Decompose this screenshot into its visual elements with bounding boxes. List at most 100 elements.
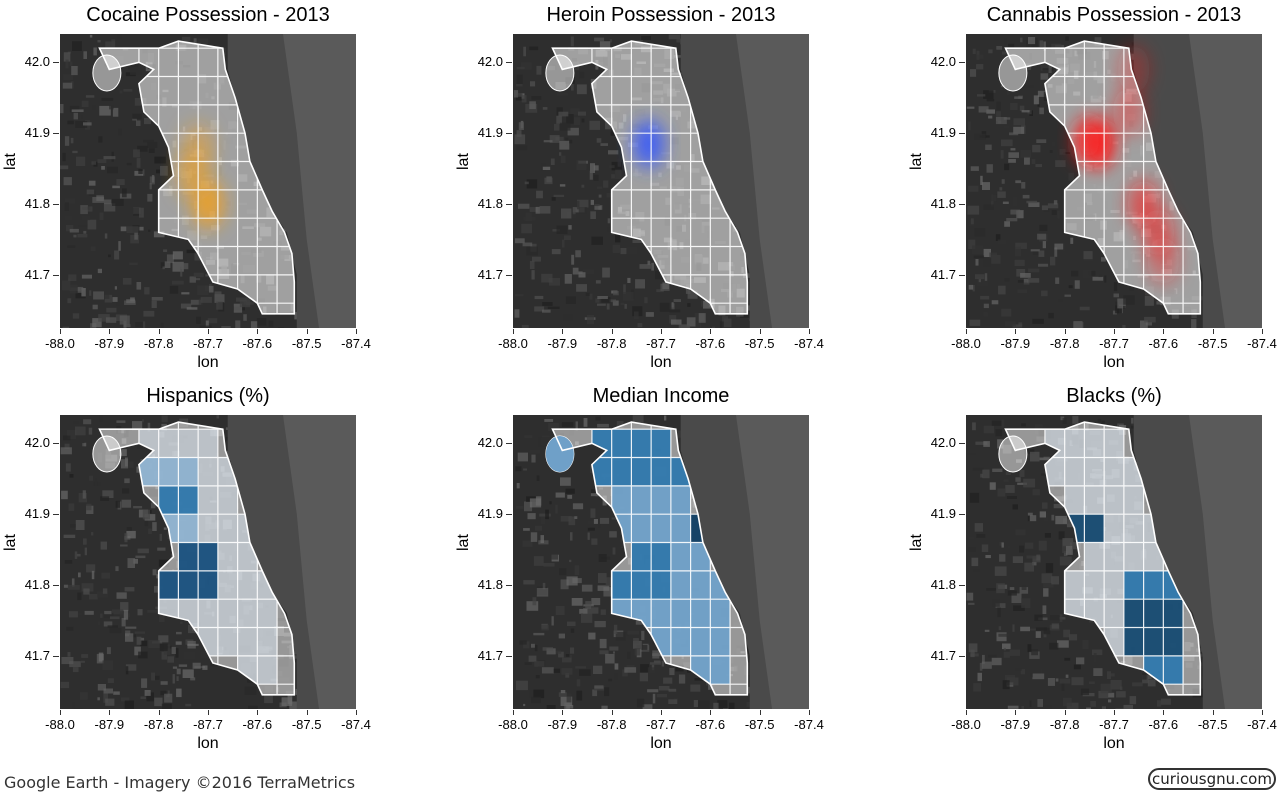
panel-title: Heroin Possession - 2013 xyxy=(546,4,776,26)
district-cell xyxy=(198,485,218,515)
y-tick-mark xyxy=(959,514,965,516)
imagery-attribution: Google Earth - Imagery ©2016 TerraMetric… xyxy=(4,773,356,792)
x-tick-label: -87.9 xyxy=(547,717,578,732)
x-tick-mark xyxy=(257,329,259,334)
satellite-map xyxy=(513,34,809,328)
ohare-area xyxy=(998,54,1028,92)
district-cell xyxy=(710,599,730,628)
x-tick-label: -88.0 xyxy=(45,717,75,732)
y-tick-mark xyxy=(506,62,512,64)
satellite-map xyxy=(966,415,1262,709)
y-tick-mark xyxy=(53,443,59,445)
district-cell xyxy=(217,570,238,600)
y-tick-label: 42.0 xyxy=(930,54,956,70)
x-tick-mark xyxy=(1015,710,1017,715)
x-tick-label: -87.5 xyxy=(744,336,775,351)
ohare-area xyxy=(92,435,122,473)
city-boundary xyxy=(1004,421,1202,696)
district-cell xyxy=(1064,485,1085,515)
y-tick-label: 41.9 xyxy=(930,506,956,522)
x-tick-label: -87.6 xyxy=(242,336,273,351)
district-cell xyxy=(611,429,632,458)
district-cell xyxy=(1084,514,1105,543)
district-cell xyxy=(1104,457,1124,486)
x-tick-label: -87.6 xyxy=(1148,336,1179,351)
x-tick-label: -88.0 xyxy=(951,336,981,351)
x-tick-label: -87.5 xyxy=(291,336,322,351)
x-tick-label: -87.8 xyxy=(596,717,627,732)
x-tick-mark xyxy=(1212,710,1214,715)
district-cell xyxy=(651,457,671,486)
district-cell xyxy=(690,570,711,600)
x-tick-label: -87.8 xyxy=(1049,717,1080,732)
x-tick-mark xyxy=(1064,329,1066,334)
y-tick-label: 41.8 xyxy=(24,196,50,212)
density-hotspot xyxy=(1112,87,1145,136)
district-cell xyxy=(1143,599,1164,628)
x-tick-label: -88.0 xyxy=(498,336,528,351)
y-axis-label: lat xyxy=(455,153,472,170)
y-axis-label: lat xyxy=(908,153,925,170)
district-cell xyxy=(690,627,711,656)
district-cell xyxy=(670,570,691,600)
district-cell xyxy=(1084,570,1105,600)
district-cell xyxy=(670,514,691,543)
x-tick-label: -87.6 xyxy=(695,336,726,351)
x-tick-mark xyxy=(306,329,308,334)
x-tick-mark xyxy=(1212,329,1214,334)
x-tick-mark xyxy=(1015,329,1017,334)
y-tick-mark xyxy=(53,133,59,135)
district-cell xyxy=(257,627,277,656)
district-cell xyxy=(198,429,218,458)
district-cell xyxy=(1104,599,1124,628)
x-tick-mark xyxy=(208,329,209,334)
y-tick-mark xyxy=(959,133,965,135)
district-cell xyxy=(1163,599,1183,628)
x-tick-mark xyxy=(710,710,712,715)
x-tick-mark xyxy=(562,710,564,715)
satellite-map xyxy=(966,34,1262,328)
district-cell xyxy=(670,627,691,656)
district-cell xyxy=(178,570,199,600)
y-tick-label: 41.9 xyxy=(24,125,50,141)
district-cell xyxy=(198,542,218,571)
map-panel: Heroin Possession - 2013 42.0 41.9 41.8 41.7… xyxy=(453,0,879,380)
district-cell xyxy=(1064,429,1085,458)
site-logo: curiousgnu.com xyxy=(1148,768,1276,790)
x-tick-label: -87.5 xyxy=(1197,336,1228,351)
y-tick-mark xyxy=(959,655,965,657)
map-svg xyxy=(513,34,809,328)
x-tick-label: -87.9 xyxy=(1000,717,1031,732)
y-tick-label: 41.8 xyxy=(24,577,50,593)
x-axis-label: lon xyxy=(197,735,219,752)
x-axis-label: lon xyxy=(650,735,672,752)
x-tick-label: -87.8 xyxy=(143,717,174,732)
district-cell xyxy=(178,429,199,458)
panel-title: Hispanics (%) xyxy=(146,385,270,407)
y-tick-mark xyxy=(506,204,512,206)
district-cell xyxy=(1084,485,1105,515)
map-panel: Blacks (%) 42.0 41.9 41.8 41.7 -88.0 -87.9 -87.… xyxy=(906,381,1280,761)
satellite-map xyxy=(60,34,356,328)
panel-title: Blacks (%) xyxy=(1066,385,1162,407)
y-tick-label: 41.9 xyxy=(477,506,503,522)
x-tick-label: -87.9 xyxy=(94,336,125,351)
x-tick-mark xyxy=(356,710,357,715)
district-cell xyxy=(1143,570,1164,600)
district-cell xyxy=(1163,655,1183,685)
x-tick-mark xyxy=(759,329,761,334)
x-tick-mark xyxy=(562,329,564,334)
x-axis-label: lon xyxy=(650,354,672,371)
district-cell xyxy=(591,457,612,486)
district-cell xyxy=(1123,627,1144,656)
y-tick-mark xyxy=(506,514,512,516)
district-cell xyxy=(651,599,671,628)
district-cell xyxy=(237,570,258,600)
x-axis-label: lon xyxy=(1103,735,1125,752)
ohare-area xyxy=(545,54,575,92)
x-tick-mark xyxy=(60,710,61,715)
panel-title: Cannabis Possession - 2013 xyxy=(986,4,1242,26)
map-panel: Cannabis Possession - 2013 42.0 41.9 41.8 41… xyxy=(906,0,1280,380)
city-boundary xyxy=(98,40,296,315)
y-axis-label: lat xyxy=(455,534,472,551)
